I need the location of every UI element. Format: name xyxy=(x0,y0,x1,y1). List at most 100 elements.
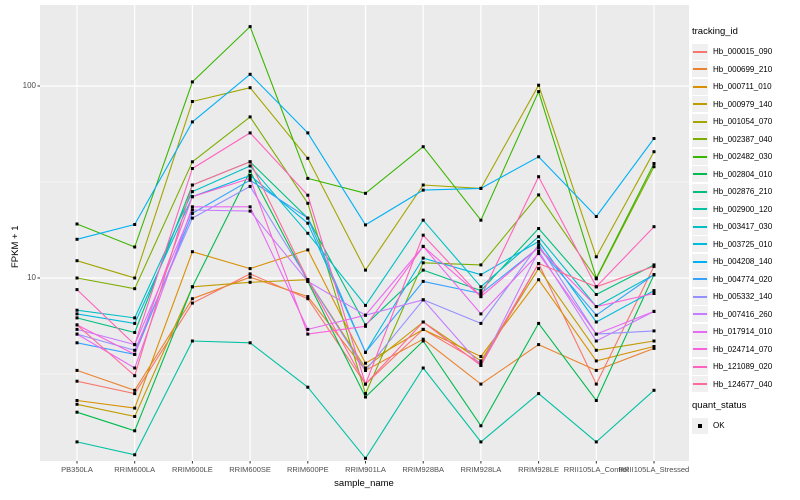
data-point-marker xyxy=(133,366,137,370)
data-point-marker xyxy=(594,359,598,363)
data-point-marker xyxy=(364,368,367,372)
data-point-marker xyxy=(364,392,367,396)
data-point-marker xyxy=(306,248,310,252)
legend-line-icon xyxy=(693,278,707,281)
data-point-marker xyxy=(479,263,483,267)
legend-item: Hb_001054_070 xyxy=(692,113,798,131)
data-point-marker xyxy=(652,165,656,169)
data-point-marker xyxy=(652,225,656,229)
legend-items: Hb_000015_090 Hb_000699_210 Hb_000711_010 H… xyxy=(692,43,798,393)
legend-key-swatch xyxy=(692,166,708,183)
data-point-marker xyxy=(479,289,483,293)
legend-line-icon xyxy=(693,190,707,193)
data-point-marker xyxy=(421,233,425,237)
data-point-marker xyxy=(364,382,367,386)
data-point-marker xyxy=(75,379,79,383)
data-point-marker xyxy=(306,176,310,180)
data-point-marker xyxy=(364,223,367,227)
legend-item-label: Hb_001054_070 xyxy=(713,117,773,127)
legend-item: Hb_024714_070 xyxy=(692,341,798,359)
data-point-marker xyxy=(306,201,310,205)
legend-line-icon xyxy=(693,103,707,106)
square-point-icon xyxy=(698,423,702,428)
data-point-marker xyxy=(537,240,541,243)
data-point-marker xyxy=(421,244,425,248)
x-tick-label: PB350LA xyxy=(61,465,93,474)
data-point-marker xyxy=(479,359,483,363)
legend-item-label: Hb_004774_020 xyxy=(713,274,773,284)
y-axis-title: FPKM + 1 xyxy=(10,225,21,269)
legend-line-icon xyxy=(693,365,707,368)
legend-key-swatch xyxy=(692,113,708,130)
data-point-marker xyxy=(421,327,425,331)
legend-key-swatch xyxy=(692,341,708,358)
data-point-marker xyxy=(537,155,541,159)
data-point-marker xyxy=(306,278,310,282)
legend-item-label: Hb_121089_020 xyxy=(713,362,773,372)
legend-item: Hb_005332_140 xyxy=(692,288,798,306)
data-point-marker xyxy=(479,355,483,358)
legend-item-label: Hb_000711_010 xyxy=(713,82,772,92)
legend-item: Hb_002804_010 xyxy=(692,166,798,184)
legend-key-swatch xyxy=(692,358,708,375)
data-point-marker xyxy=(364,324,367,328)
legend-item-label: Hb_000699_210 xyxy=(713,64,773,74)
legend-line-icon xyxy=(693,295,707,298)
x-tick-label: RRII105LA_Stressed xyxy=(618,465,690,474)
legend-line-icon xyxy=(693,208,707,211)
legend-item-label: Hb_002804_010 xyxy=(713,169,773,179)
legend-item-label: Hb_002387_040 xyxy=(713,134,773,144)
legend-item: Hb_007416_260 xyxy=(692,306,798,324)
data-point-marker xyxy=(248,174,252,177)
data-point-marker xyxy=(652,162,656,165)
data-point-marker xyxy=(537,175,541,179)
legend-key-swatch xyxy=(692,376,708,393)
data-point-marker xyxy=(364,350,367,354)
data-point-marker xyxy=(652,150,656,154)
data-point-marker xyxy=(133,352,137,356)
data-point-marker xyxy=(364,366,367,370)
data-point-marker xyxy=(133,287,137,291)
legend-key-swatch xyxy=(692,96,708,113)
data-point-marker xyxy=(248,209,252,213)
data-point-marker xyxy=(190,301,194,305)
legend-key-swatch xyxy=(692,288,708,305)
data-point-marker xyxy=(594,440,598,444)
data-point-marker xyxy=(652,339,656,343)
data-point-marker xyxy=(75,332,79,336)
x-tick-label: RRIM600PE xyxy=(286,465,329,474)
data-point-marker xyxy=(75,410,79,414)
legend-key-swatch xyxy=(692,61,708,78)
data-point-marker xyxy=(364,395,367,399)
legend-item: Hb_002900_120 xyxy=(692,201,798,219)
x-tick-label: RRIM928LA xyxy=(460,465,502,474)
data-point-marker xyxy=(133,348,137,352)
legend-item-label: Hb_124677_040 xyxy=(713,379,773,389)
data-point-marker xyxy=(421,256,425,260)
data-point-marker xyxy=(190,160,194,164)
data-point-marker xyxy=(248,275,252,279)
data-point-marker xyxy=(133,415,137,418)
data-point-marker xyxy=(537,249,541,253)
data-point-marker xyxy=(594,255,598,259)
data-point-marker xyxy=(479,186,483,190)
data-point-marker xyxy=(75,341,79,345)
data-point-marker xyxy=(248,272,252,276)
data-point-marker xyxy=(479,295,483,299)
legend-line-icon xyxy=(693,120,707,123)
data-point-marker xyxy=(479,382,483,386)
data-point-marker xyxy=(248,160,252,164)
data-point-marker xyxy=(306,279,310,283)
legend-key-swatch xyxy=(692,43,708,60)
data-point-marker xyxy=(421,145,425,149)
data-point-marker xyxy=(479,292,483,295)
data-point-marker xyxy=(479,361,483,365)
data-point-marker xyxy=(537,235,541,239)
data-point-marker xyxy=(248,86,252,90)
legend-item-label: Hb_003725_010 xyxy=(713,239,773,249)
data-point-marker xyxy=(306,385,310,389)
data-point-marker xyxy=(133,223,137,226)
legend-item: Hb_004208_140 xyxy=(692,253,798,271)
data-point-marker xyxy=(421,366,425,370)
